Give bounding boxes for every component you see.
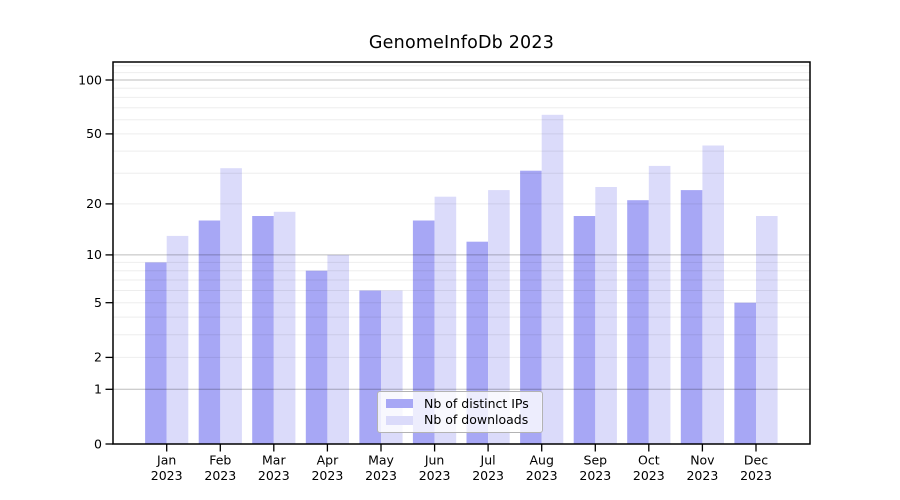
bar-downloads-nov bbox=[702, 145, 724, 444]
y-tick-label: 10 bbox=[86, 247, 102, 262]
bar-downloads-aug bbox=[541, 114, 564, 445]
bar-distinct-ips-oct bbox=[627, 200, 649, 444]
legend-label-downloads: Nb of downloads bbox=[424, 411, 529, 427]
legend-swatch-downloads bbox=[386, 415, 413, 425]
legend-item-distinct-ips: Nb of distinct IPs bbox=[386, 395, 534, 411]
bar-downloads-jun bbox=[434, 196, 457, 444]
x-tick-label: Sep 2023 bbox=[579, 453, 611, 484]
bar-distinct-ips-nov bbox=[680, 190, 703, 444]
bar-distinct-ips-apr bbox=[305, 270, 328, 444]
bar-downloads-jul bbox=[488, 190, 510, 444]
x-tick-label: Jan 2023 bbox=[151, 453, 183, 484]
bar-downloads-jan bbox=[166, 235, 189, 444]
chart-title: GenomeInfoDb 2023 bbox=[368, 33, 555, 53]
bar-distinct-ips-sep bbox=[573, 216, 596, 444]
legend-item-downloads: Nb of downloads bbox=[386, 411, 534, 427]
bar-downloads-feb bbox=[220, 168, 242, 444]
bar-downloads-sep bbox=[595, 187, 617, 444]
y-tick-label: 100 bbox=[78, 72, 102, 87]
bar-distinct-ips-jun bbox=[412, 220, 435, 444]
legend-swatch-distinct-ips bbox=[386, 399, 413, 409]
y-tick-label: 50 bbox=[86, 126, 102, 141]
x-tick-label: Oct 2023 bbox=[633, 453, 665, 484]
bar-distinct-ips-mar bbox=[252, 216, 274, 444]
plot-border bbox=[112, 61, 811, 445]
bar-distinct-ips-may bbox=[359, 290, 381, 444]
x-tick-label: Feb 2023 bbox=[204, 453, 236, 484]
x-tick-label: Jun 2023 bbox=[419, 453, 451, 484]
x-tick-label: Jul 2023 bbox=[472, 453, 504, 484]
x-tick-label: May 2023 bbox=[365, 453, 397, 484]
x-tick-label: Nov 2023 bbox=[686, 453, 718, 484]
bar-distinct-ips-feb bbox=[198, 220, 221, 444]
x-tick-label: Mar 2023 bbox=[258, 453, 290, 484]
bar-downloads-apr bbox=[327, 254, 349, 444]
x-tick-label: Aug 2023 bbox=[526, 453, 558, 484]
bar-downloads-mar bbox=[273, 211, 296, 444]
bar-downloads-oct bbox=[648, 165, 671, 444]
x-tick-label: Apr 2023 bbox=[311, 453, 343, 484]
y-tick-label: 20 bbox=[86, 196, 102, 211]
legend-label-distinct-ips: Nb of distinct IPs bbox=[424, 395, 529, 411]
y-tick-label: 5 bbox=[94, 295, 102, 310]
bar-distinct-ips-jan bbox=[145, 262, 167, 444]
bar-distinct-ips-dec bbox=[734, 302, 756, 444]
x-tick-label: Dec 2023 bbox=[740, 453, 772, 484]
y-tick-label: 0 bbox=[94, 436, 102, 451]
y-tick-label: 2 bbox=[94, 350, 102, 365]
legend: Nb of distinct IPs Nb of downloads bbox=[377, 391, 543, 433]
bar-downloads-dec bbox=[756, 216, 778, 444]
y-tick-label: 1 bbox=[94, 382, 102, 397]
bar-distinct-ips-aug bbox=[520, 170, 542, 444]
